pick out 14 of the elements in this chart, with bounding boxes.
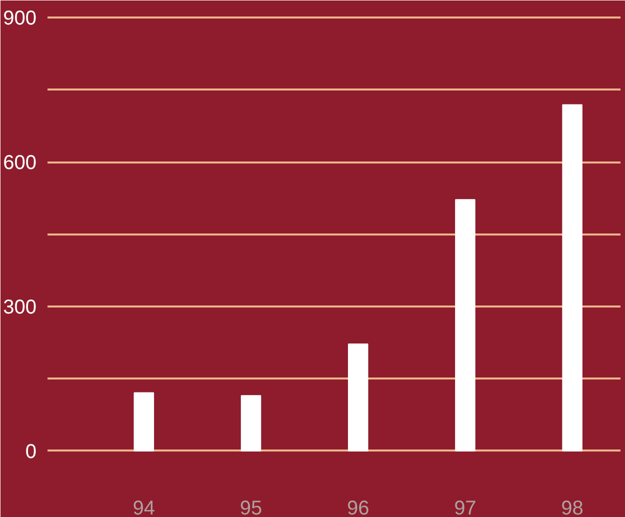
x-tick-label: 95 (240, 498, 262, 517)
y-tick-label: 0 (25, 440, 36, 463)
bar (562, 104, 582, 452)
y-tick-label: 300 (3, 296, 37, 318)
y-tick-label: 600 (3, 152, 37, 174)
bar (348, 344, 368, 452)
x-tick-label: 96 (346, 498, 370, 517)
x-tick-label: 98 (561, 498, 584, 517)
bar (455, 199, 476, 452)
bar (134, 392, 154, 452)
y-tick-label: 900 (3, 8, 37, 30)
x-tick-label: 94 (132, 498, 156, 517)
x-tick-label: 97 (454, 498, 476, 517)
bar (240, 395, 262, 452)
